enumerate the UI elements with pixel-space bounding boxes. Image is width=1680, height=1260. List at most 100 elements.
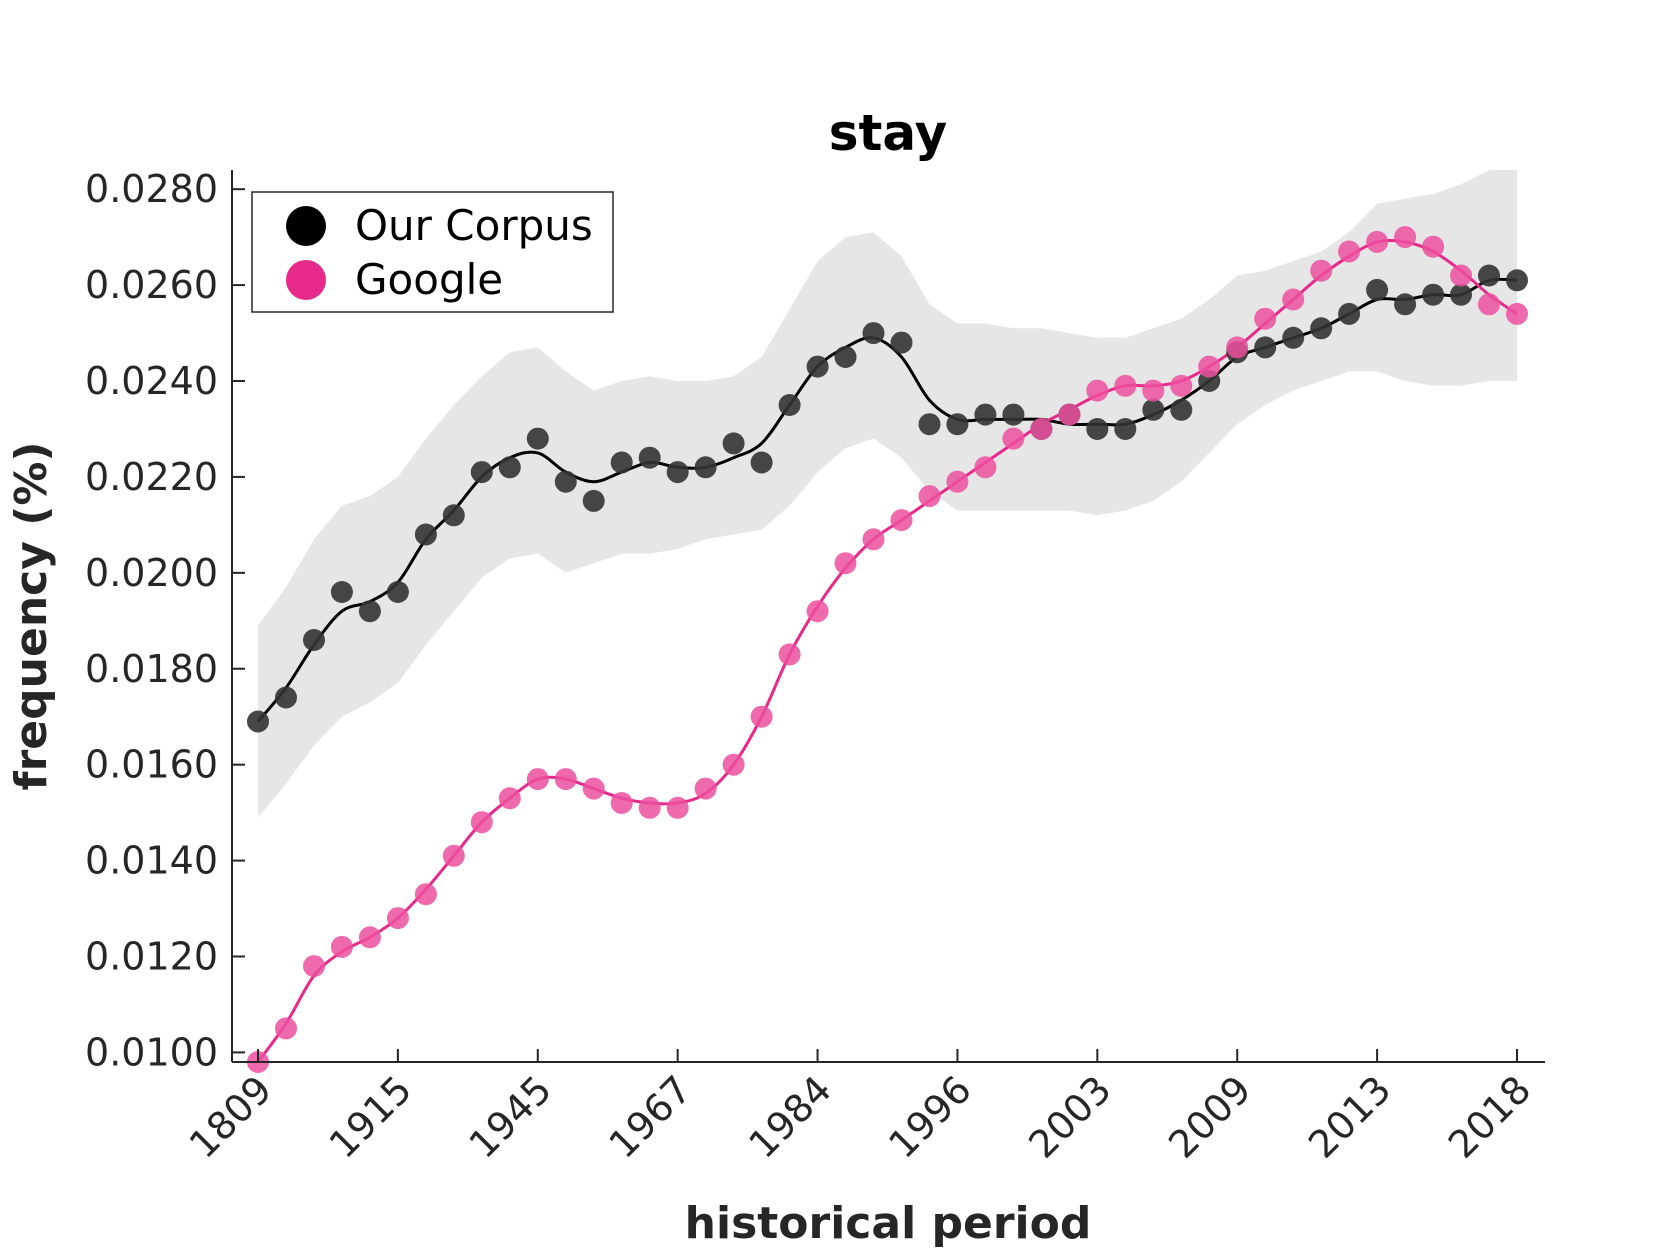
our-corpus-point: [1114, 418, 1137, 440]
google-point: [1394, 226, 1417, 249]
x-tick-label: 2003: [1020, 1067, 1120, 1167]
our-corpus-points: [247, 264, 1528, 733]
google-point: [666, 796, 689, 819]
x-tick-label: 1945: [461, 1067, 561, 1167]
x-tick-label: 1967: [601, 1067, 701, 1167]
y-tick-label: 0.0100: [85, 1030, 218, 1074]
google-point: [1450, 264, 1472, 287]
google-point: [1338, 240, 1361, 263]
y-axis: 0.0100 0.0120 0.0140 0.0160 0.0180 0.0200 0.02…: [85, 167, 245, 1074]
x-tick-label: 2009: [1160, 1067, 1260, 1167]
google-point: [722, 753, 745, 776]
our-corpus-point: [1366, 278, 1389, 301]
google-point: [1478, 293, 1500, 316]
y-tick-label: 0.0180: [85, 647, 218, 691]
google-point: [1142, 379, 1165, 402]
google-point: [862, 528, 885, 551]
legend-marker-our-corpus: [286, 206, 326, 246]
our-corpus-point: [1506, 269, 1528, 292]
our-corpus-point: [470, 461, 493, 484]
our-corpus-point: [1254, 336, 1277, 359]
google-point: [1030, 418, 1053, 440]
google-point: [1086, 379, 1109, 402]
our-corpus-point: [666, 461, 689, 484]
google-point: [834, 552, 857, 575]
google-point: [1366, 230, 1389, 253]
x-tick-label: 1996: [880, 1067, 980, 1167]
y-tick-label: 0.0140: [85, 839, 218, 883]
google-point: [750, 705, 773, 728]
x-tick-label: 2018: [1440, 1067, 1540, 1167]
our-corpus-point: [610, 451, 633, 474]
google-point: [303, 955, 325, 978]
our-corpus-point: [778, 394, 801, 416]
our-corpus-point: [694, 456, 717, 479]
our-corpus-point: [918, 413, 941, 436]
our-corpus-point: [974, 403, 997, 426]
legend-label-google: Google: [355, 255, 503, 304]
google-point: [694, 777, 717, 800]
legend-label-our-corpus: Our Corpus: [355, 201, 593, 250]
google-point: [275, 1017, 297, 1040]
google-point: [414, 883, 437, 906]
our-corpus-point: [1142, 398, 1165, 421]
google-point: [918, 485, 941, 508]
google-point: [610, 792, 633, 814]
google-point: [1254, 307, 1277, 330]
our-corpus-point: [1282, 326, 1305, 349]
y-tick-label: 0.0260: [85, 263, 218, 307]
google-trend-line: [256, 238, 1518, 1063]
y-tick-label: 0.0240: [85, 359, 218, 403]
google-point: [1506, 302, 1528, 325]
google-point: [526, 768, 549, 791]
x-tick-label: 2013: [1300, 1067, 1400, 1167]
our-corpus-point: [638, 446, 661, 469]
google-point: [498, 787, 521, 810]
google-point: [1310, 259, 1333, 282]
our-corpus-point: [890, 331, 913, 354]
our-corpus-point: [1002, 403, 1025, 426]
google-points: [247, 226, 1528, 1073]
google-point: [974, 456, 997, 479]
our-corpus-point: [247, 710, 269, 733]
x-axis-title: historical period: [685, 1198, 1092, 1249]
our-corpus-point: [358, 600, 381, 623]
google-point: [582, 777, 605, 800]
x-axis: 1809 1915 1945 1967 1984 1996 2003 2009 2013 2018: [181, 1049, 1545, 1167]
our-corpus-point: [498, 456, 521, 479]
google-point: [1422, 235, 1445, 258]
google-point: [1058, 403, 1081, 426]
our-corpus-point: [946, 413, 969, 436]
google-point: [1170, 374, 1193, 397]
y-tick-label: 0.0220: [85, 455, 218, 499]
our-corpus-point: [1422, 283, 1445, 306]
google-point: [470, 811, 493, 834]
google-point: [554, 768, 577, 791]
google-point: [330, 935, 353, 958]
google-point: [890, 509, 913, 532]
y-tick-label: 0.0200: [85, 551, 218, 595]
our-corpus-point: [862, 322, 885, 345]
our-corpus-point: [526, 427, 549, 450]
our-corpus-point: [1338, 302, 1361, 325]
google-point: [386, 907, 409, 930]
our-corpus-point: [1394, 293, 1417, 316]
google-point: [778, 643, 801, 666]
google-point: [1282, 288, 1305, 311]
our-corpus-point: [442, 504, 465, 527]
y-tick-label: 0.0120: [85, 934, 218, 978]
our-corpus-point: [1450, 283, 1472, 306]
confidence-band: [258, 170, 1517, 818]
our-corpus-point: [1170, 398, 1193, 421]
our-corpus-point: [722, 432, 745, 455]
google-point: [358, 926, 381, 949]
google-point: [1198, 355, 1221, 378]
our-corpus-point: [275, 686, 297, 709]
our-corpus-point: [303, 629, 325, 651]
our-corpus-trend-line: [256, 277, 1518, 723]
google-point: [1114, 374, 1137, 397]
legend-marker-google: [286, 260, 326, 300]
google-point: [442, 844, 465, 867]
google-point: [1226, 336, 1249, 359]
